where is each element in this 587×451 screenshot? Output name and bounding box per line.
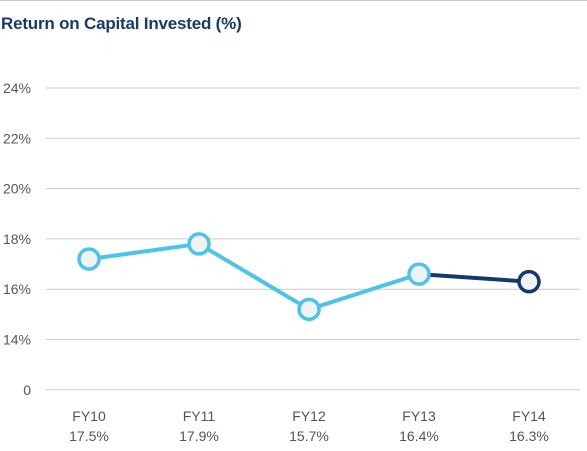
value-label: 17.5% — [69, 428, 109, 444]
value-label: 16.3% — [509, 428, 549, 444]
y-tick-label: 18% — [3, 231, 31, 247]
top-rule — [0, 0, 587, 1]
x-tick-label: FY14 — [512, 408, 546, 424]
y-tick-label: 0 — [23, 382, 31, 398]
data-point — [77, 247, 101, 271]
series-line-highlight — [418, 272, 530, 284]
series-lines — [88, 241, 530, 312]
value-label: 15.7% — [289, 428, 329, 444]
data-point — [407, 262, 431, 286]
series-markers — [77, 232, 541, 322]
y-tick-label: 22% — [3, 130, 31, 146]
chart-title: Return on Capital Invested (%) — [1, 14, 242, 33]
series-line — [88, 241, 420, 312]
y-tick-label: 16% — [3, 281, 31, 297]
y-tick-label: 14% — [3, 332, 31, 348]
x-tick-label: FY12 — [292, 408, 326, 424]
value-label: 16.4% — [399, 428, 439, 444]
x-tick-label: FY13 — [402, 408, 436, 424]
data-point — [187, 232, 211, 256]
data-point-highlight — [517, 269, 541, 294]
x-tick-label: FY11 — [183, 408, 216, 424]
y-tick-label: 24% — [3, 80, 31, 96]
axis-labels: 24% 22% 20% 18% 16% 14% 0 FY10 17.5% FY11 17.9% FY1… — [3, 80, 549, 444]
gridlines — [46, 87, 580, 391]
data-point — [297, 297, 321, 322]
x-tick-label: FY10 — [72, 408, 106, 424]
y-tick-label: 20% — [3, 181, 31, 197]
value-label: 17.9% — [179, 428, 219, 444]
